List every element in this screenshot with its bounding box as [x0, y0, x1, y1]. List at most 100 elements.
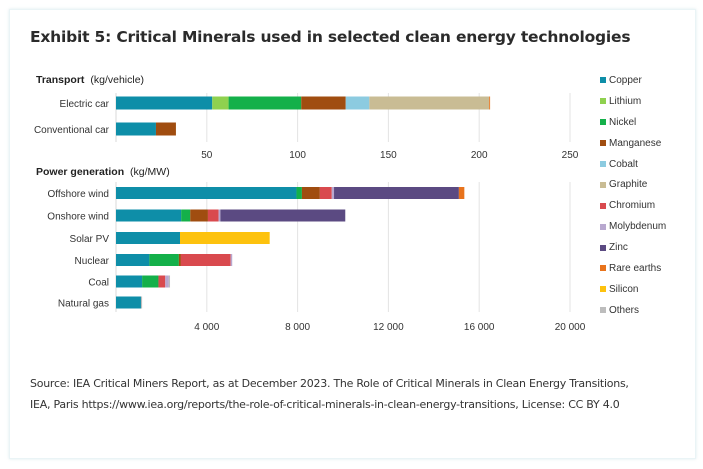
transport-tick-label: 200 [471, 150, 488, 161]
grid-layer [115, 93, 571, 312]
power-bar-natural-gas-others [140, 296, 143, 309]
legend-label: Nickel [609, 116, 637, 128]
transport-bar-electric-car-graphite [369, 96, 490, 110]
power-bar-solar-pv-silicon [180, 232, 270, 244]
transport-title: Transport [36, 74, 85, 86]
source-note: Source: IEA Critical Miners Report, as a… [30, 373, 680, 415]
legend-label: Graphite [609, 179, 648, 191]
legend-label: Lithium [609, 95, 642, 107]
legend-label: Others [609, 304, 640, 316]
power-bar-onshore-wind-copper [116, 209, 182, 222]
power-bar-onshore-wind-chromium [207, 209, 219, 222]
power-category-label: Nuclear [75, 256, 110, 267]
power-bar-nuclear-molybdenum [230, 254, 233, 266]
power-tick-label: 16 000 [464, 322, 495, 333]
legend-item-silicon: Silicon [600, 279, 666, 300]
power-category-label: Onshore wind [47, 212, 109, 223]
legend-label: Silicon [609, 283, 639, 295]
transport-unit: (kg/vehicle) [90, 74, 144, 86]
legend-swatch [600, 202, 606, 209]
transport-bar-electric-car-lithium [212, 96, 229, 110]
legend-item-copper: Copper [600, 70, 666, 91]
legend-item-zinc: Zinc [600, 237, 666, 258]
power-bar-offshore-wind-nickel [296, 187, 302, 199]
transport-bar-electric-car-manganese [301, 96, 346, 110]
power-bar-coal-copper [116, 275, 143, 288]
transport-category-label: Conventional car [34, 125, 110, 136]
legend-label: Rare earths [609, 262, 662, 274]
legend-label: Zinc [609, 242, 628, 254]
legend-label: Chromium [609, 200, 656, 212]
power-category-label: Natural gas [58, 299, 109, 310]
source-line-2: IEA, Paris https://www.iea.org/reports/t… [30, 398, 620, 411]
transport-tick-label: 150 [380, 150, 397, 161]
power-tick-label: 4 000 [194, 322, 219, 333]
legend-item-molybdenum: Molybdenum [600, 216, 666, 237]
power-bar-onshore-wind-zinc [220, 209, 346, 222]
power-title: Power generation [36, 166, 124, 178]
legend-swatch [600, 119, 606, 126]
power-bar-nuclear-manganese [178, 254, 181, 266]
power-category-label: Coal [88, 278, 109, 289]
legend-item-manganese: Manganese [600, 133, 666, 154]
legend-label: Molybdenum [609, 221, 667, 233]
legend-swatch [600, 161, 606, 167]
power-unit: (kg/MW) [130, 166, 170, 178]
transport-bar-electric-car-rare-earths [489, 96, 491, 110]
legend-item-rare-earths: Rare earths [600, 258, 666, 279]
transport-bar-electric-car-copper [116, 96, 213, 110]
power-bar-coal-others [168, 275, 171, 288]
legend-swatch [600, 181, 606, 188]
power-bar-coal-nickel [142, 275, 159, 288]
power-bar-offshore-wind-chromium [319, 187, 332, 199]
legend-item-lithium: Lithium [600, 91, 666, 112]
transport-tick-label: 50 [201, 150, 213, 161]
power-bar-offshore-wind-zinc [334, 187, 459, 199]
legend-swatch [600, 286, 606, 293]
transport-tick-label: 100 [289, 150, 306, 161]
legend-item-nickel: Nickel [600, 112, 666, 133]
legend-swatch [600, 307, 606, 314]
legend-item-others: Others [600, 300, 666, 321]
transport-category-label: Electric car [60, 99, 110, 110]
power-bar-coal-molybdenum [165, 275, 169, 288]
power-bar-onshore-wind-molybdenum [218, 209, 221, 222]
legend-swatch [600, 265, 606, 272]
exhibit-title: Exhibit 5: Critical Minerals used in sel… [30, 28, 631, 46]
power-category-label: Offshore wind [47, 189, 109, 200]
power-bar-offshore-wind-manganese [301, 187, 320, 199]
legend-item-cobalt: Cobalt [600, 154, 666, 175]
legend-swatch [600, 98, 606, 105]
transport-bar-electric-car-cobalt [345, 96, 370, 110]
legend-item-chromium: Chromium [600, 195, 666, 216]
power-panel: Power generation (kg/MW) 4 000 8 000 12 00… [36, 166, 586, 333]
power-bar-coal-chromium [158, 275, 166, 288]
power-bar-offshore-wind-copper [116, 187, 297, 199]
power-bar-nuclear-nickel [149, 254, 179, 266]
legend-label: Copper [609, 74, 642, 86]
power-tick-label: 20 000 [555, 322, 586, 333]
legend-label: Manganese [609, 137, 662, 149]
transport-bar-conventional-car-manganese [155, 122, 176, 136]
power-bar-nuclear-chromium [180, 254, 231, 266]
power-bar-solar-pv-copper [116, 232, 181, 244]
legend-item-graphite: Graphite [600, 174, 666, 195]
legend-swatch [600, 140, 606, 147]
transport-tick-label: 250 [562, 150, 579, 161]
svg-text:Power generation (kg/MW): Power generation (kg/MW) [36, 166, 170, 178]
transport-panel: Transport (kg/vehicle) 50 100 150 200 250 Ele… [34, 74, 579, 161]
power-category-label: Solar PV [70, 234, 110, 245]
legend-label: Cobalt [609, 158, 638, 170]
power-bar-natural-gas-copper [116, 296, 141, 309]
transport-bar-conventional-car-copper [116, 122, 156, 136]
transport-bar-electric-car-nickel [228, 96, 302, 110]
legend-swatch [600, 223, 606, 230]
svg-text:Transport (kg/vehicle): Transport (kg/vehicle) [36, 74, 144, 86]
power-tick-label: 8 000 [285, 322, 310, 333]
power-bar-onshore-wind-nickel [181, 209, 191, 222]
power-bar-offshore-wind-rare-earths [458, 187, 465, 199]
power-bar-onshore-wind-manganese [190, 209, 208, 222]
legend-swatch [600, 77, 606, 84]
chart-legend: Copper Lithium Nickel Manganese Cobalt Graphi… [600, 70, 666, 321]
